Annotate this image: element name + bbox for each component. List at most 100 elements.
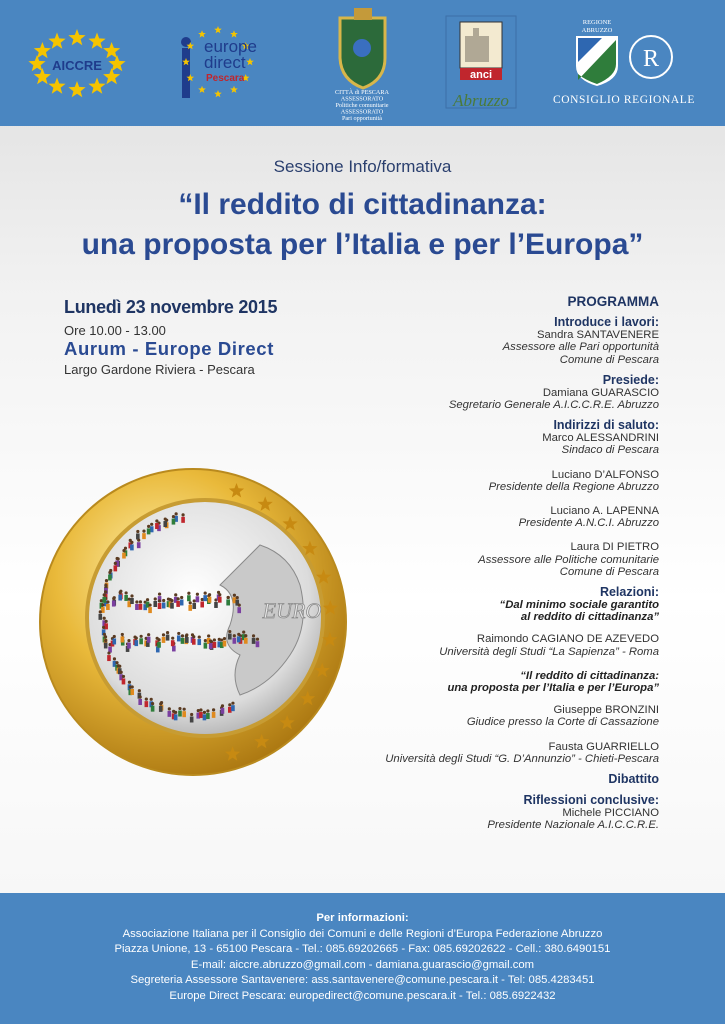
footer-line: Europe Direct Pescara: europedirect@comu…	[169, 989, 556, 1002]
speaker: Luciano D’ALFONSO Presidente della Region…	[329, 469, 659, 493]
person-body	[180, 637, 185, 644]
star	[322, 600, 338, 615]
speaker-name: Fausta GUARRIELLO	[548, 740, 660, 753]
person-head	[104, 619, 108, 623]
person-head	[148, 603, 152, 607]
speaker: Sandra SANTAVENERE Assessore alle Pari op…	[329, 329, 659, 366]
person-body	[157, 525, 161, 532]
person-body	[135, 603, 139, 610]
person-head	[157, 638, 161, 642]
person-body	[235, 599, 240, 606]
comune-line: ASSESSORATO	[341, 109, 384, 116]
speaker: Laura DI PIETRO Assessore alle Politiche …	[329, 541, 659, 578]
speaker: Michele PICCIANO Presidente Nazionale A.I…	[329, 807, 659, 831]
person-head	[171, 514, 176, 519]
comune-line: CITTÀ di PESCARA	[335, 88, 390, 96]
star	[246, 58, 254, 66]
person-body	[127, 642, 131, 649]
person-head	[135, 600, 139, 604]
person-body	[119, 674, 123, 681]
person-body	[142, 533, 146, 540]
person-head	[177, 631, 181, 636]
person-body	[150, 705, 155, 712]
star	[88, 77, 106, 94]
person-head	[104, 638, 108, 643]
person-head	[165, 630, 170, 635]
speaker: Raimondo CAGIANO DE AZEVEDO Università de…	[329, 633, 659, 657]
star	[33, 68, 51, 85]
person-body	[200, 601, 205, 608]
person-body	[236, 636, 241, 643]
person-body	[232, 597, 237, 604]
speaker: Fausta GUARRIELLO Università degli Studi …	[329, 741, 659, 765]
program-section: Riflessioni conclusive: Michele PICCIANO P…	[329, 794, 659, 832]
person-body	[134, 640, 139, 647]
person-body	[115, 560, 119, 567]
person-head	[192, 599, 196, 603]
star	[230, 85, 238, 93]
person-body	[165, 634, 170, 641]
person-body	[232, 637, 237, 644]
person-body	[228, 633, 232, 640]
person-body	[161, 602, 166, 609]
person-body	[107, 655, 111, 662]
person-head	[118, 590, 122, 595]
person-head	[123, 546, 128, 550]
aiccre-logo: AICCRE	[28, 29, 126, 98]
regione-top2: ABRUZZO	[582, 27, 613, 34]
person-head	[119, 670, 123, 674]
comune-line: Politiche comunitarie	[335, 102, 388, 109]
person-head	[242, 630, 246, 634]
star	[228, 483, 245, 498]
person-body	[153, 600, 158, 607]
person-body	[145, 601, 150, 608]
speaker-name: Marco ALESSANDRINI	[542, 432, 659, 445]
person-body	[125, 645, 130, 652]
regione-council: CONSIGLIO REGIONALE	[553, 94, 695, 106]
person-body	[122, 552, 126, 559]
speaker-role: Sindaco di Pescara	[561, 444, 659, 457]
person-body	[237, 607, 242, 614]
person-body	[113, 565, 118, 572]
person-body	[138, 699, 142, 706]
direct-text: direct	[204, 53, 246, 72]
person-head	[190, 712, 194, 717]
footer-lines: Associazione Italiana per il Consiglio d…	[0, 927, 725, 1005]
footer: Per informazioni: Associazione Italiana …	[0, 893, 725, 1024]
person-body	[172, 645, 176, 652]
person-head	[102, 593, 106, 597]
speaker-name: Damiana GUARASCIO	[542, 386, 659, 399]
person-head	[137, 538, 141, 542]
person-head	[185, 633, 189, 637]
person-head	[178, 706, 182, 711]
person-body	[206, 637, 211, 644]
person-body	[220, 707, 225, 714]
person-head	[157, 599, 162, 603]
person-head	[147, 633, 151, 637]
person-body	[251, 637, 256, 644]
star	[68, 29, 86, 46]
person-body	[158, 705, 163, 712]
person-body	[108, 646, 112, 653]
speaker-role: Università degli Studi “G. D’Annunzio” -…	[385, 752, 659, 765]
person-head	[104, 584, 108, 588]
person-head	[207, 634, 211, 638]
star	[241, 42, 250, 50]
person-body	[171, 518, 176, 525]
person-body	[191, 638, 196, 645]
person-head	[151, 702, 155, 706]
person-head	[127, 597, 131, 601]
person-body	[149, 526, 154, 533]
star	[300, 690, 316, 706]
person-head	[244, 634, 248, 638]
person-head	[107, 651, 111, 655]
person-body	[121, 678, 126, 685]
person-head	[181, 513, 185, 517]
person-head	[127, 680, 132, 684]
person-body	[189, 716, 194, 723]
person-body	[157, 641, 161, 648]
person-head	[226, 595, 230, 600]
person-head	[124, 591, 128, 595]
person-body	[128, 689, 133, 696]
session-label: Sessione Info/formativa	[273, 157, 452, 176]
